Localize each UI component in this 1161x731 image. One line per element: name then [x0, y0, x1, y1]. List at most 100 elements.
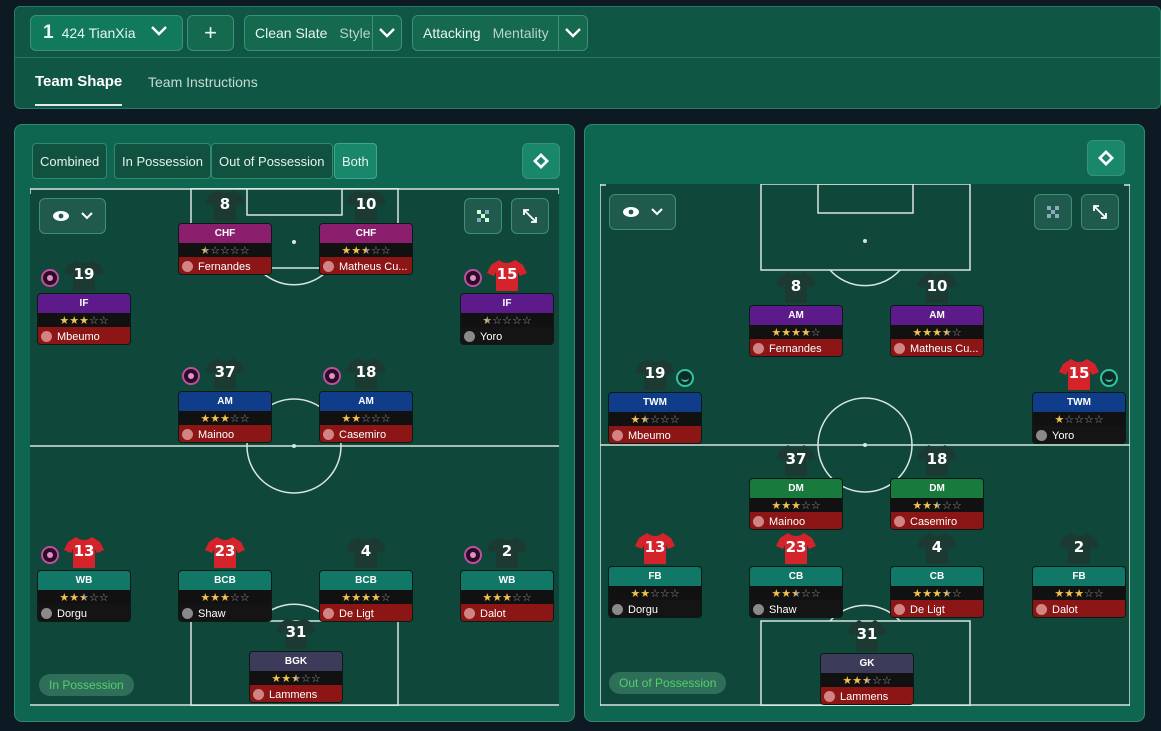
- player-role: CHF: [179, 224, 271, 243]
- role-rating-stars: ★ ★ ★ ☆ ☆: [250, 671, 342, 685]
- shirt-icon: 2: [1059, 531, 1099, 565]
- role-rating-stars: ★ ☆ ☆ ☆ ☆: [179, 243, 271, 257]
- shirt-icon: 31: [276, 616, 316, 650]
- role-rating-stars: ★ ★ ★ ☆ ☆: [891, 498, 983, 512]
- visibility-dropdown[interactable]: [39, 198, 106, 234]
- player-card[interactable]: DM ★ ★ ★ ☆ ☆ Casemiro: [890, 478, 984, 530]
- person-icon: [824, 691, 835, 702]
- role-rating-stars: ★ ★ ★ ★ ☆: [320, 590, 412, 604]
- expand-icon: [1093, 205, 1107, 219]
- player-role: IF: [461, 294, 553, 313]
- person-icon: [323, 608, 334, 619]
- shirt-icon: 19: [635, 357, 675, 391]
- player-card[interactable]: TWM ★ ★ ☆ ☆ ☆ Mbeumo: [608, 392, 702, 444]
- shirt-icon: 19: [64, 258, 104, 292]
- shirt-number: 31: [856, 625, 878, 643]
- player-card[interactable]: BCB ★ ★ ★ ☆ ☆ Shaw: [178, 570, 272, 622]
- shirt-number: 13: [73, 542, 95, 560]
- filter-out-of-possession[interactable]: Out of Possession: [211, 143, 333, 179]
- visibility-dropdown[interactable]: [609, 194, 676, 230]
- shirt-icon: 37: [776, 443, 816, 477]
- player-card[interactable]: BCB ★ ★ ★ ★ ☆ De Ligt: [319, 570, 413, 622]
- add-tactic-button[interactable]: +: [187, 15, 234, 51]
- player-name-row: De Ligt: [891, 600, 983, 617]
- player-card[interactable]: BGK ★ ★ ★ ☆ ☆ Lammens: [249, 651, 343, 703]
- player-card[interactable]: CB ★ ★ ★ ☆ ☆ Shaw: [749, 566, 843, 618]
- player-name: Casemiro: [910, 515, 958, 528]
- role-rating-stars: ★ ★ ★ ☆ ☆: [320, 243, 412, 257]
- mentality-dropdown-toggle[interactable]: [558, 16, 587, 50]
- role-rating-stars: ★ ★ ★ ★ ☆: [750, 325, 842, 339]
- shirt-number: 23: [785, 538, 807, 556]
- formation-name: 424 TianXia: [61, 25, 136, 41]
- mentality-dropdown[interactable]: Attacking Mentality: [412, 15, 588, 51]
- style-dropdown[interactable]: Clean Slate Style: [244, 15, 402, 51]
- grid-icon: [477, 210, 489, 222]
- player-role: AM: [750, 306, 842, 325]
- player-card[interactable]: WB ★ ★ ★ ☆ ☆ Dorgu: [37, 570, 131, 622]
- person-icon: [182, 608, 193, 619]
- player-card[interactable]: CHF ★ ★ ★ ☆ ☆ Matheus Cu...: [319, 223, 413, 275]
- shirt-icon: 37: [205, 356, 245, 390]
- formation-selector[interactable]: 1 424 TianXia: [30, 15, 183, 51]
- player-card[interactable]: GK ★ ★ ★ ☆ ☆ Lammens: [820, 653, 914, 705]
- player-card[interactable]: IF ★ ★ ★ ☆ ☆ Mbeumo: [37, 293, 131, 345]
- player-card[interactable]: FB ★ ★ ★ ☆ ☆ Dalot: [1032, 566, 1126, 618]
- player-card[interactable]: WB ★ ★ ★ ☆ ☆ Dalot: [460, 570, 554, 622]
- player-card[interactable]: AM ★ ★ ★ ☆ ☆ Mainoo: [178, 391, 272, 443]
- grid-view-button[interactable]: [464, 198, 502, 234]
- role-duty-badge-icon: [464, 546, 482, 564]
- person-icon: [894, 343, 905, 354]
- player-card[interactable]: CHF ★ ☆ ☆ ☆ ☆ Fernandes: [178, 223, 272, 275]
- person-icon: [612, 430, 623, 441]
- shirt-number: 15: [1068, 364, 1090, 382]
- filter-combined[interactable]: Combined: [32, 143, 108, 179]
- player-name-row: Shaw: [179, 604, 271, 621]
- player-card[interactable]: AM ★ ★ ☆ ☆ ☆ Casemiro: [319, 391, 413, 443]
- tab-team-instructions[interactable]: Team Instructions: [148, 74, 258, 90]
- tactic-board-button[interactable]: [522, 143, 560, 179]
- player-card[interactable]: CB ★ ★ ★ ★ ☆ De Ligt: [890, 566, 984, 618]
- shirt-icon: 13: [64, 535, 104, 569]
- player-card[interactable]: AM ★ ★ ★ ★ ☆ Fernandes: [749, 305, 843, 357]
- role-rating-stars: ★ ☆ ☆ ☆ ☆: [461, 313, 553, 327]
- player-name: Fernandes: [198, 260, 251, 273]
- tab-team-shape[interactable]: Team Shape: [35, 58, 123, 106]
- person-icon: [464, 608, 475, 619]
- player-name: Dorgu: [628, 603, 658, 616]
- role-rating-stars: ★ ★ ★ ★ ☆: [891, 325, 983, 339]
- shirt-number: 37: [214, 363, 236, 381]
- player-role: BCB: [179, 571, 271, 590]
- style-label: Style: [339, 25, 371, 41]
- player-card[interactable]: FB ★ ★ ☆ ☆ ☆ Dorgu: [608, 566, 702, 618]
- expand-button[interactable]: [1081, 194, 1119, 230]
- role-duty-badge-icon: [41, 269, 59, 287]
- player-card[interactable]: IF ★ ☆ ☆ ☆ ☆ Yoro: [460, 293, 554, 345]
- filter-both[interactable]: Both: [334, 143, 377, 179]
- role-rating-stars: ★ ★ ☆ ☆ ☆: [609, 586, 701, 600]
- player-name: Dorgu: [57, 607, 87, 620]
- person-icon: [41, 608, 52, 619]
- player-name-row: Mainoo: [750, 512, 842, 529]
- player-card[interactable]: AM ★ ★ ★ ★ ☆ Matheus Cu...: [890, 305, 984, 357]
- shirt-number: 15: [496, 265, 518, 283]
- expand-button[interactable]: [511, 198, 549, 234]
- shirt-number: 8: [219, 195, 231, 213]
- role-rating-stars: ★ ★ ☆ ☆ ☆: [320, 411, 412, 425]
- eye-icon: [52, 211, 93, 221]
- player-card[interactable]: DM ★ ★ ★ ☆ ☆ Mainoo: [749, 478, 843, 530]
- role-rating-stars: ★ ☆ ☆ ☆ ☆: [1033, 412, 1125, 426]
- person-icon: [182, 261, 193, 272]
- shirt-number: 4: [360, 542, 372, 560]
- diamond-icon: [1098, 150, 1114, 166]
- filter-in-possession[interactable]: In Possession: [114, 143, 211, 179]
- role-rating-stars: ★ ★ ★ ★ ☆: [891, 586, 983, 600]
- player-name: Lammens: [269, 688, 318, 701]
- grid-view-button[interactable]: [1034, 194, 1072, 230]
- style-dropdown-toggle[interactable]: [372, 16, 401, 50]
- player-role: BGK: [250, 652, 342, 671]
- shirt-icon: 23: [776, 531, 816, 565]
- tactic-board-button[interactable]: [1087, 140, 1125, 176]
- player-card[interactable]: TWM ★ ☆ ☆ ☆ ☆ Yoro: [1032, 392, 1126, 444]
- person-icon: [894, 516, 905, 527]
